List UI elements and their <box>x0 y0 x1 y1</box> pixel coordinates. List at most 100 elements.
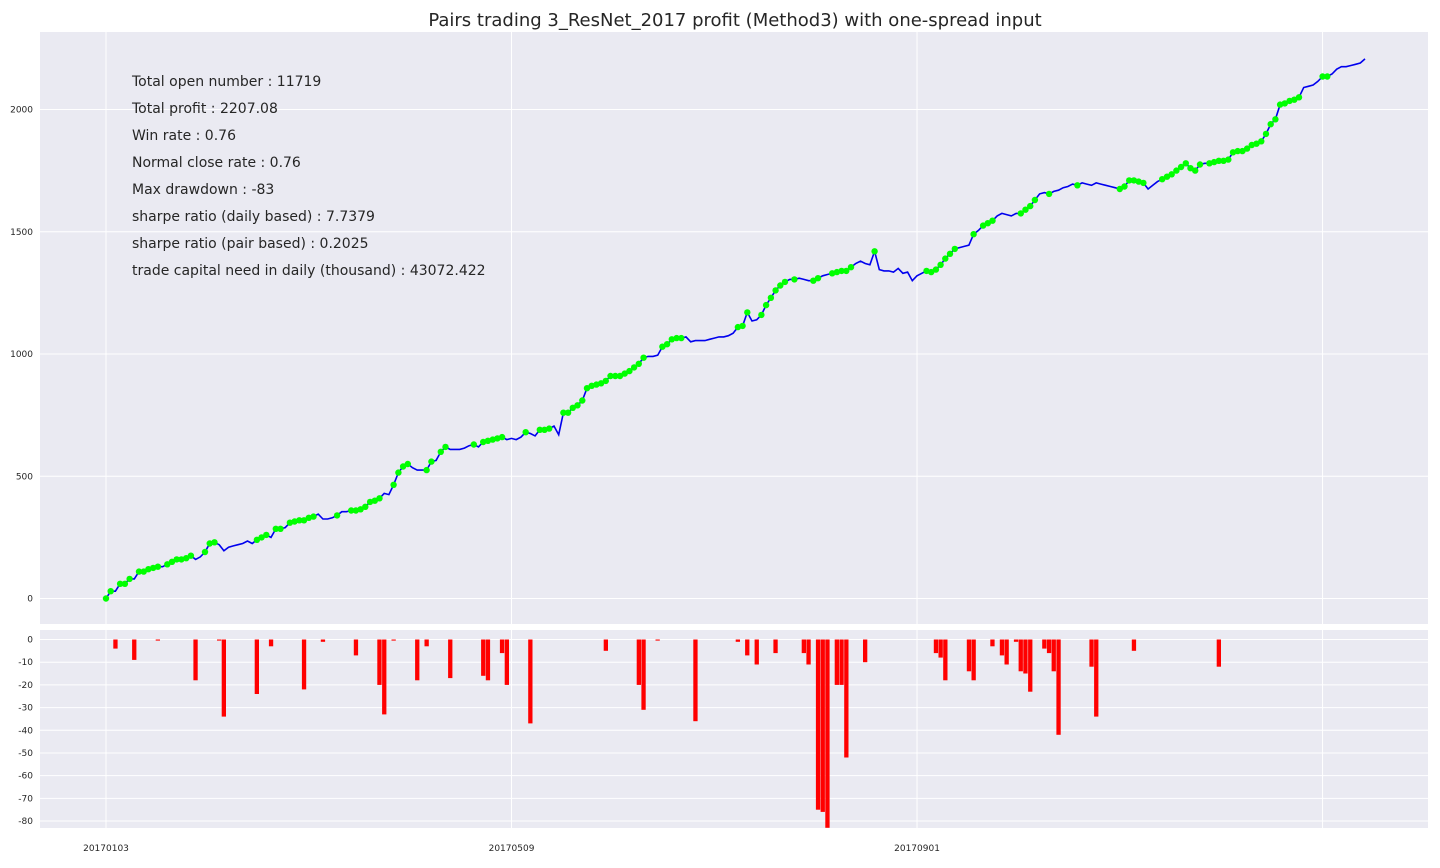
profit-marker <box>1168 171 1175 178</box>
profit-marker <box>758 311 765 319</box>
profit-marker <box>1295 94 1303 101</box>
profit-marker <box>928 268 935 276</box>
drawdown-bar <box>481 639 486 676</box>
drawdown-bar <box>834 639 839 685</box>
drawdown-bar <box>938 639 943 658</box>
profit-marker <box>376 495 383 502</box>
profit-marker <box>1262 130 1270 138</box>
profit-marker <box>1022 206 1029 213</box>
drawdown-bar <box>528 639 533 724</box>
profit-marker <box>1045 190 1053 198</box>
drawdown-bar <box>217 639 222 641</box>
stat-total-open-number: Total open number : 11719 <box>131 74 321 90</box>
drawdown-bar <box>1046 639 1052 654</box>
profit-marker <box>602 377 609 385</box>
profit-markers <box>102 73 1331 602</box>
profit-marker <box>979 222 987 229</box>
profit-marker <box>984 220 991 227</box>
profit-marker <box>1031 196 1039 204</box>
profit-marker <box>1187 165 1194 172</box>
drawdown-bar <box>415 639 420 681</box>
profit-marker <box>626 367 633 375</box>
profit-marker <box>348 507 355 514</box>
profit-marker <box>178 556 185 563</box>
drawdown-bar <box>636 639 641 685</box>
profit-marker <box>621 370 628 377</box>
drawdown-bar <box>391 639 396 641</box>
drawdown-y-tick-label: -10 <box>18 658 33 668</box>
profit-marker <box>942 255 949 262</box>
profit-marker <box>211 539 218 546</box>
drawdown-bar <box>655 639 660 641</box>
profit-marker <box>762 301 770 309</box>
stat-trade-capital: trade capital need in daily (thousand) :… <box>132 263 486 279</box>
drawdown-bar <box>1051 639 1056 672</box>
profit-marker <box>612 372 619 380</box>
drawdown-bar <box>1131 639 1137 651</box>
profit-marker <box>1116 185 1124 193</box>
profit-marker <box>932 266 940 273</box>
profit-marker <box>272 525 279 532</box>
profit-marker <box>1291 96 1298 103</box>
profit-marker <box>847 264 855 271</box>
drawdown-bar <box>504 639 509 685</box>
profit-marker <box>1182 160 1190 167</box>
drawdown-bar <box>320 639 326 642</box>
drawdown-bar <box>268 639 274 647</box>
profit-marker <box>583 385 591 392</box>
profit-marker <box>498 433 506 441</box>
stats-annotation: Total open number : 11719 Total profit :… <box>131 74 486 279</box>
drawdown-bar <box>735 639 740 642</box>
profit-marker <box>843 267 850 275</box>
drawdown-y-tick-label: -50 <box>18 749 33 759</box>
profit-marker <box>536 426 543 433</box>
profit-marker <box>1215 157 1223 164</box>
profit-marker <box>300 517 308 524</box>
profit-marker <box>107 588 114 595</box>
profit-marker <box>616 372 624 380</box>
profit-marker <box>791 276 798 283</box>
drawdown-bar <box>499 639 505 654</box>
profit-marker <box>126 575 133 583</box>
drawdown-bar <box>113 639 118 649</box>
profit-marker <box>1267 121 1274 128</box>
profit-marker <box>871 248 878 255</box>
drawdown-bar <box>815 639 821 810</box>
profit-marker <box>1225 156 1232 163</box>
drawdown-x-tick-label: 20170901 <box>894 844 940 854</box>
profit-marker <box>668 336 675 343</box>
profit-marker <box>814 275 822 282</box>
profit-marker <box>1272 116 1279 123</box>
profit-marker <box>1281 100 1289 107</box>
profit-marker <box>1234 147 1241 155</box>
drawdown-bar <box>820 639 825 812</box>
profit-grid <box>40 32 1428 624</box>
profit-marker <box>744 309 751 316</box>
drawdown-bar <box>773 639 778 654</box>
profit-marker <box>253 536 261 543</box>
profit-marker <box>333 512 341 519</box>
profit-marker <box>1130 177 1138 184</box>
drawdown-bar <box>839 639 844 685</box>
drawdown-y-tick-label: -60 <box>18 772 33 782</box>
profit-marker <box>579 397 586 404</box>
profit-marker <box>1121 183 1128 190</box>
drawdown-bar <box>943 639 948 681</box>
drawdown-bars <box>113 639 1221 828</box>
profit-marker <box>423 466 430 474</box>
profit-marker <box>135 568 143 575</box>
profit-marker <box>838 267 845 275</box>
drawdown-bar <box>806 639 811 665</box>
profit-marker <box>1324 73 1331 80</box>
drawdown-x-tick-label: 20170103 <box>83 844 129 854</box>
profit-marker <box>1177 163 1185 171</box>
profit-marker <box>1126 177 1133 184</box>
drawdown-bar <box>603 639 608 651</box>
chart-title: Pairs trading 3_ResNet_2017 profit (Meth… <box>428 10 1041 31</box>
profit-marker <box>164 561 171 568</box>
drawdown-bar <box>966 639 972 672</box>
profit-marker <box>183 555 190 562</box>
profit-marker <box>399 463 407 470</box>
drawdown-y-tick-label: -30 <box>18 704 33 714</box>
